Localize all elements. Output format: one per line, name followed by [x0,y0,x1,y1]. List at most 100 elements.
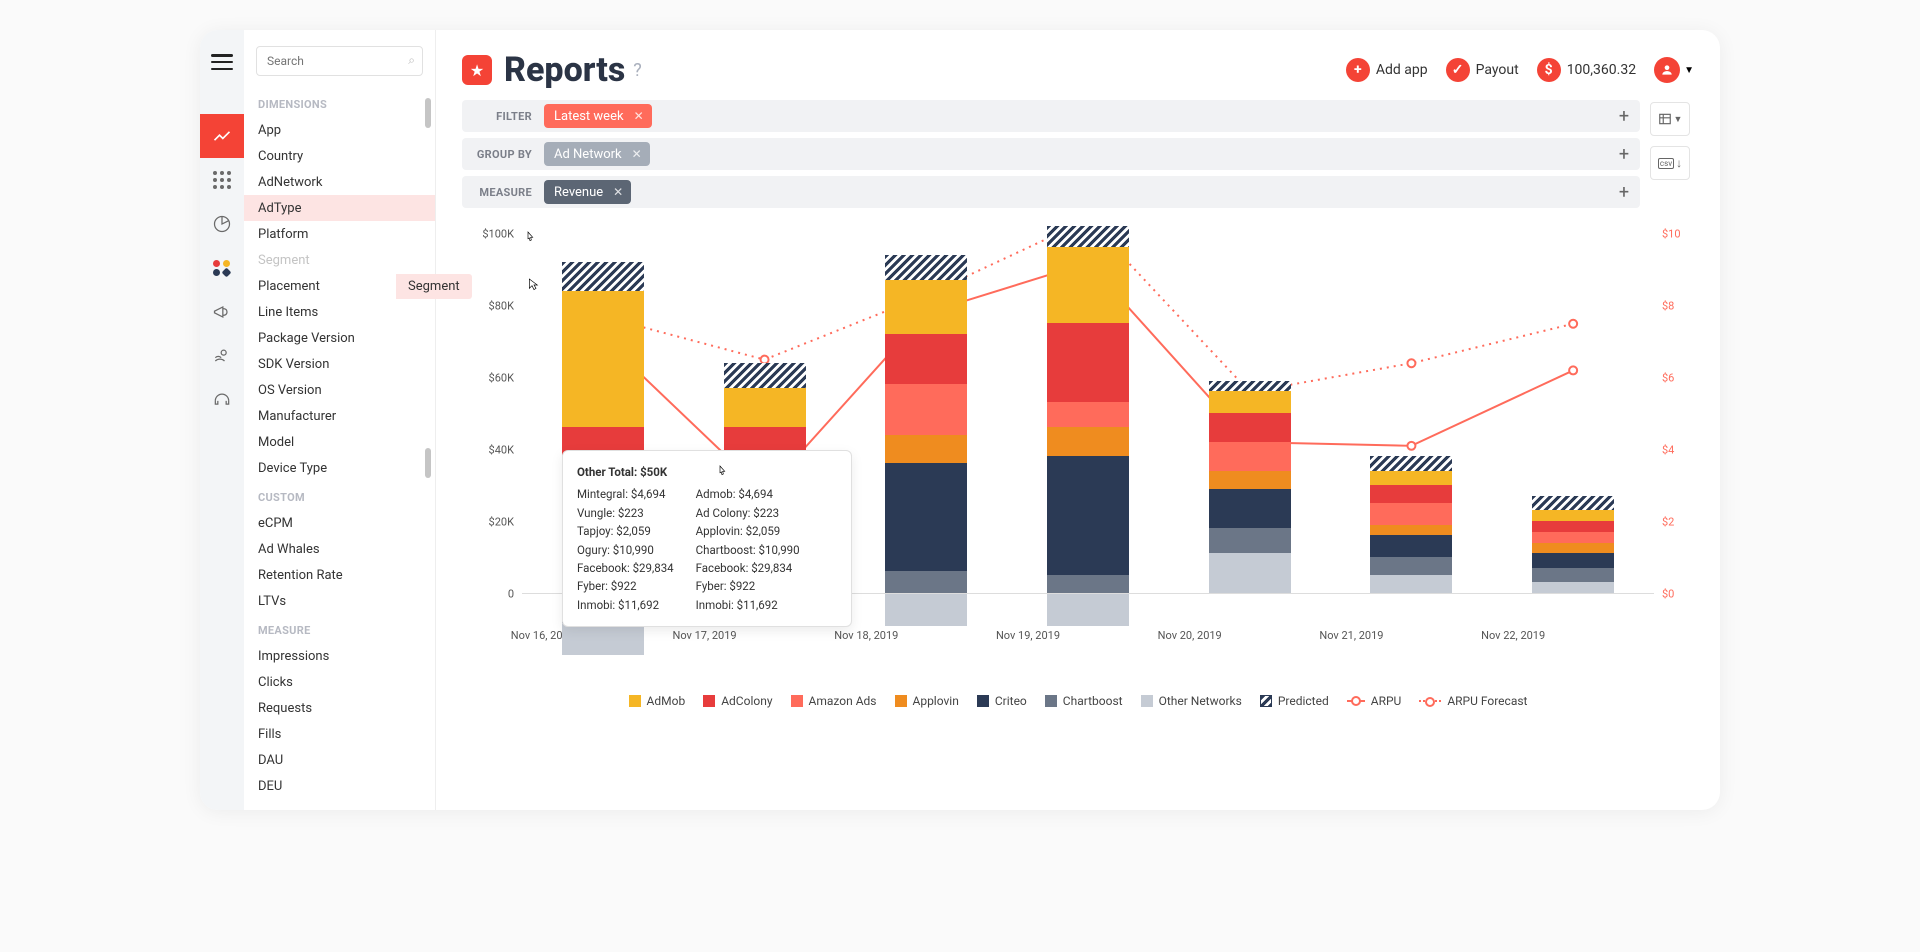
group-label: CUSTOM [244,481,435,510]
dimension-item[interactable]: SDK Version [244,351,435,377]
bar-group[interactable] [1370,456,1452,593]
search-input[interactable] [256,46,423,76]
reports-nav-icon[interactable] [200,114,244,158]
table-view-button[interactable]: ▼ [1650,102,1690,136]
bar-segment [1370,471,1452,485]
payout-button[interactable]: ✓ Payout [1446,58,1519,82]
dimension-item[interactable]: DEU [244,773,435,799]
dimension-item[interactable]: Device Type [244,455,435,481]
tooltip-row: Fyber: $922 [696,577,800,595]
dimension-item[interactable]: DAU [244,747,435,773]
dimension-item[interactable]: AdType [244,195,435,221]
legend-item[interactable]: AdMob [629,694,686,708]
megaphone-nav-icon[interactable] [200,290,244,334]
bar-segment [1209,413,1291,442]
help-icon[interactable]: ? [633,60,642,81]
bar-segment [1047,427,1129,456]
close-icon[interactable]: ✕ [632,147,642,161]
bar-segment [1047,456,1129,575]
dimension-item[interactable]: LTVs [244,588,435,614]
tooltip-row: Fyber: $922 [577,577,674,595]
bar-segment [1047,594,1129,626]
legend-item[interactable]: Amazon Ads [791,694,877,708]
dimension-item[interactable]: Requests [244,695,435,721]
filter-chip[interactable]: Ad Network✕ [544,142,650,166]
filter-label: GROUP BY [462,148,544,161]
bar-segment [1532,496,1614,510]
dimension-item[interactable]: Fills [244,721,435,747]
check-icon: ✓ [1446,58,1470,82]
bar-group[interactable] [1532,496,1614,593]
legend-item[interactable]: AdColony [703,694,772,708]
bar-segment [1209,442,1291,471]
filters-area: FILTER Latest week✕ + GROUP BY Ad Network… [436,100,1720,214]
filter-chip[interactable]: Revenue✕ [544,180,631,204]
view-actions: ▼ csv ↓ [1650,100,1694,214]
close-icon[interactable]: ✕ [634,109,644,123]
cursor-arrow-icon [526,275,542,295]
dimension-item[interactable]: Ad Whales [244,536,435,562]
user-menu[interactable]: ▼ [1654,57,1694,83]
legend-item[interactable]: Predicted [1260,694,1329,708]
dimension-item[interactable]: Package Version [244,325,435,351]
balance-display[interactable]: $ 100,360.32 [1537,58,1636,82]
dimension-item[interactable]: Manufacturer [244,403,435,429]
add-app-button[interactable]: + Add app [1346,58,1428,82]
bar-segment [1370,456,1452,470]
export-csv-button[interactable]: csv ↓ [1650,146,1690,180]
legend-item[interactable]: Applovin [895,694,959,708]
add-filter-button[interactable]: + [1614,182,1634,202]
legend-item[interactable]: Criteo [977,694,1027,708]
legend-item[interactable]: Chartboost [1045,694,1123,708]
dimension-item[interactable]: Country [244,143,435,169]
bar-negative[interactable] [885,594,967,626]
scrollbar[interactable] [425,98,433,810]
filter-label: MEASURE [462,186,544,199]
filter-chip[interactable]: Latest week✕ [544,104,652,128]
dimension-item[interactable]: eCPM [244,510,435,536]
pie-nav-icon[interactable] [200,202,244,246]
bar-group[interactable] [1209,381,1291,593]
bar-segment [724,388,806,428]
dimension-item[interactable]: AdNetwork [244,169,435,195]
tooltip-row: Admob: $4,694 [696,485,800,503]
add-app-label: Add app [1376,62,1428,78]
bar-segment [1532,582,1614,593]
iconbar [200,30,244,810]
filter-label: FILTER [462,110,544,123]
filter-row: FILTER Latest week✕ + [462,100,1640,132]
tooltip-row: Vungle: $223 [577,504,674,522]
legend-item[interactable]: ARPU Forecast [1419,694,1527,708]
tooltip-row: Ad Colony: $223 [696,504,800,522]
dimension-item[interactable]: Retention Rate [244,562,435,588]
bar-negative[interactable] [1047,594,1129,626]
dimension-item[interactable]: OS Version [244,377,435,403]
apps-nav-icon[interactable] [200,246,244,290]
support-nav-icon[interactable] [200,378,244,422]
add-filter-button[interactable]: + [1614,144,1634,164]
payout-label: Payout [1476,62,1519,78]
y-tick: $80K [489,300,514,313]
group-label: DIMENSIONS [244,88,435,117]
payout-nav-icon[interactable] [200,334,244,378]
add-filter-button[interactable]: + [1614,106,1634,126]
bar-group[interactable] [885,255,967,593]
legend-item[interactable]: Other Networks [1141,694,1242,708]
dimension-item[interactable]: Segment [244,247,435,273]
bar-segment [562,623,644,655]
dimension-item[interactable]: Model [244,429,435,455]
dimension-item[interactable]: Platform [244,221,435,247]
grid-nav-icon[interactable] [200,158,244,202]
bar-segment [885,571,967,593]
menu-icon[interactable] [211,54,233,70]
dimension-item[interactable]: Impressions [244,643,435,669]
bar-group[interactable] [1047,226,1129,593]
legend-label: AdColony [721,694,772,708]
dimension-item[interactable]: App [244,117,435,143]
y2-tick: $6 [1662,372,1674,385]
dimension-item[interactable]: Line Items [244,299,435,325]
bar-segment [1209,471,1291,489]
dimension-item[interactable]: Clicks [244,669,435,695]
close-icon[interactable]: ✕ [613,185,623,199]
legend-item[interactable]: ARPU [1347,694,1402,708]
